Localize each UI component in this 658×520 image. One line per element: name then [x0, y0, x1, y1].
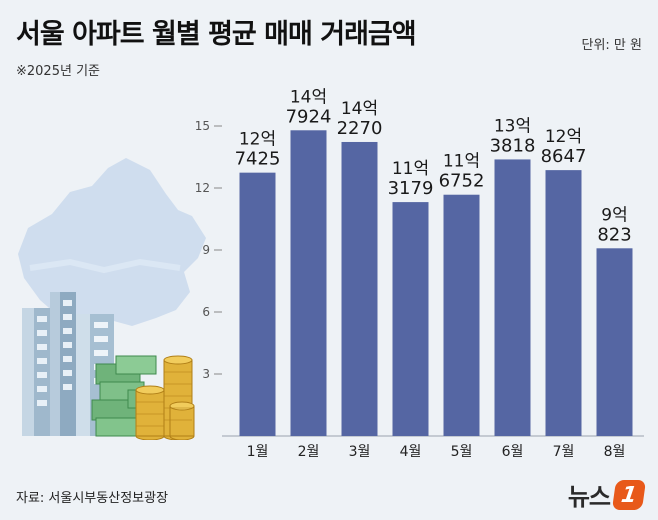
bar-6	[494, 159, 531, 436]
bar-4	[392, 202, 429, 436]
bar-label-eok: 11억	[392, 159, 429, 179]
chart-subtitle: ※2025년 기준	[16, 64, 100, 79]
bar-label-man: 823	[597, 224, 631, 245]
unit-label: 단위: 만 원	[581, 38, 643, 53]
bar-label-man: 2270	[337, 118, 383, 139]
y-tick-label: 15	[195, 119, 210, 133]
bar-3	[341, 141, 378, 436]
bar-2	[290, 130, 327, 436]
bar-7	[545, 170, 582, 437]
y-tick-label: 3	[202, 367, 210, 381]
bar-5	[443, 194, 480, 436]
bar-label-eok: 14억	[290, 87, 327, 107]
building-2	[50, 292, 76, 436]
x-tick-label: 2월	[298, 444, 320, 460]
bar-label-man: 7924	[286, 106, 332, 127]
x-tick-label: 7월	[553, 444, 575, 460]
y-tick-label: 9	[202, 243, 210, 257]
x-tick-label: 3월	[349, 444, 371, 460]
logo-mark: 1	[611, 479, 647, 510]
x-tick-label: 1월	[247, 444, 269, 460]
x-tick-label: 4월	[400, 444, 422, 460]
x-tick-label: 8월	[604, 444, 626, 460]
bar-label-eok: 9억	[601, 205, 627, 225]
source-label: 자료: 서울시부동산정보광장	[16, 491, 169, 506]
seoul-map-shape	[18, 158, 206, 330]
chart-title: 서울 아파트 월별 평균 매매 거래금액	[16, 19, 417, 50]
bar-label-eok: 12억	[545, 127, 582, 147]
money-stacks	[91, 355, 169, 437]
x-tick-label: 5월	[451, 444, 473, 460]
bar-label-man: 6752	[439, 171, 485, 192]
bar-label-man: 3179	[388, 178, 434, 199]
bar-label-eok: 13억	[494, 116, 531, 136]
building-1	[22, 308, 52, 436]
bar-label-eok: 12억	[239, 130, 276, 150]
logo-text: 뉴스	[567, 483, 611, 511]
news1-logo: 뉴스 1	[567, 477, 647, 512]
x-tick-label: 6월	[502, 444, 524, 460]
bar-label-man: 7425	[235, 149, 281, 170]
bar-label-eok: 11억	[443, 152, 480, 172]
bar-1	[239, 172, 276, 436]
bar-label-man: 8647	[541, 146, 587, 167]
apartment-money-illustration	[18, 158, 206, 440]
bar-label-eok: 14억	[341, 99, 378, 119]
y-tick-label: 12	[195, 181, 210, 195]
bar-8	[596, 248, 633, 436]
bar-label-man: 3818	[490, 135, 536, 156]
y-tick-label: 6	[202, 305, 210, 319]
